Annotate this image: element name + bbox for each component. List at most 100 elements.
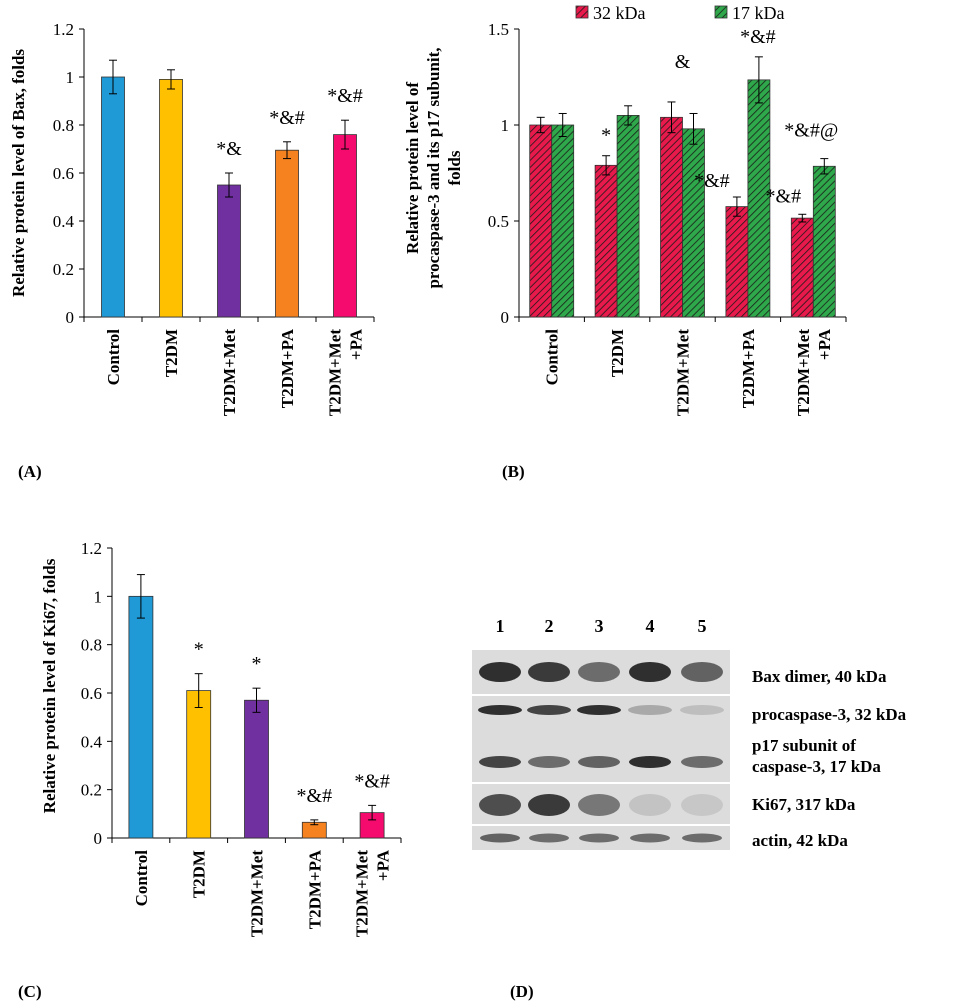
band-label: Ki67, 317 kDa — [752, 795, 856, 814]
y-tick-label: 0.6 — [81, 684, 102, 703]
x-tick-label: +PA — [374, 849, 393, 881]
significance-label: *&# — [766, 185, 802, 207]
bar-17-kDa — [551, 124, 575, 318]
legend-label: 17 kDa — [732, 3, 785, 23]
blot-band — [681, 756, 723, 768]
blot-band — [480, 833, 520, 843]
x-tick-label: Control — [543, 329, 562, 386]
y-tick-label: 0.5 — [488, 212, 509, 231]
x-tick-label: T2DM+Met — [674, 329, 693, 416]
y-axis-title: folds — [445, 150, 464, 185]
significance-label: * — [194, 639, 204, 661]
blot-band — [479, 794, 521, 816]
significance-label: *& — [216, 138, 242, 160]
y-tick-label: 0.8 — [53, 116, 74, 135]
y-axis-title: Relative protein level of Bax, folds — [9, 49, 28, 297]
bar — [128, 595, 154, 839]
blot-band — [681, 662, 723, 682]
blot-band — [629, 756, 671, 768]
blot-band — [682, 833, 722, 843]
legend-label: 32 kDa — [593, 3, 646, 23]
x-tick-label: T2DM+Met — [248, 850, 267, 937]
y-tick-label: 1.2 — [81, 539, 102, 558]
x-tick-label: +PA — [815, 328, 834, 360]
y-tick-label: 0.8 — [81, 636, 102, 655]
bar-17-kDa — [812, 165, 836, 318]
significance-label: *&#@ — [784, 120, 838, 142]
x-tick-label: Control — [132, 850, 151, 907]
bar-32-kDa — [725, 206, 749, 318]
y-tick-label: 1 — [94, 587, 103, 606]
blot-band — [578, 662, 620, 682]
y-axis-title: Relative protein level of — [403, 82, 422, 254]
y-tick-label: 0.6 — [53, 164, 74, 183]
legend-swatch — [714, 5, 728, 19]
legend-swatch — [575, 5, 589, 19]
y-tick-label: 0.4 — [81, 732, 103, 751]
panel-label-c: (C) — [18, 982, 42, 1001]
bar — [159, 79, 183, 318]
bar — [186, 690, 212, 839]
chart-bax: 0 0.2 0.4 0.6 0.8 1 1.2 Relative protein level … — [9, 20, 375, 416]
y-tick-label: 1 — [66, 68, 75, 87]
significance-label: *&# — [740, 26, 776, 48]
bar-32-kDa — [529, 124, 553, 318]
y-tick-label: 0.2 — [81, 781, 102, 800]
bar-32-kDa — [660, 116, 683, 318]
blot-band — [681, 794, 723, 816]
lane-number: 3 — [595, 616, 604, 636]
chart-ki67: 0 0.2 0.4 0.6 0.8 1 1.2 Relative protein level … — [40, 539, 402, 937]
y-tick-label: 0 — [94, 829, 103, 848]
blot-band — [577, 705, 621, 715]
y-tick-label: 1 — [501, 116, 510, 135]
blot-band — [579, 833, 619, 843]
chart-caspase3: 0 0.5 1 1.5 Relative protein level of procasp… — [403, 3, 847, 416]
bar — [217, 184, 241, 318]
blot-band — [578, 794, 620, 816]
lane-number: 2 — [545, 616, 554, 636]
x-tick-label: T2DM — [608, 329, 627, 377]
significance-label: *&# — [694, 170, 730, 192]
panel-label-d: (D) — [510, 982, 534, 1001]
blot-band — [529, 833, 569, 843]
blot-band — [478, 705, 522, 715]
blot-band — [629, 794, 671, 816]
western-blot: 1 2 3 4 5 Bax dimer, 40 kDa procaspase-3, 32 k… — [472, 616, 907, 850]
lane-number: 4 — [646, 616, 655, 636]
significance-label: * — [252, 653, 262, 675]
blot-band — [680, 705, 724, 715]
panel-label-b: (B) — [502, 462, 525, 481]
y-tick-label: 0.2 — [53, 260, 74, 279]
blot-band — [528, 756, 570, 768]
bar-32-kDa — [790, 217, 814, 318]
significance-label: *&# — [297, 785, 333, 807]
panel-label-a: (A) — [18, 462, 42, 481]
bar — [333, 134, 357, 318]
y-axis-title: Relative protein level of Ki67, folds — [40, 558, 59, 813]
significance-label: *&# — [327, 85, 363, 107]
y-tick-label: 0 — [501, 308, 510, 327]
x-tick-label: T2DM+Met — [220, 329, 239, 416]
blot-band — [528, 794, 570, 816]
blot-band — [628, 705, 672, 715]
y-axis-title: procaspase-3 and its p17 subunit, — [424, 47, 443, 288]
band-label: actin, 42 kDa — [752, 831, 848, 850]
bar — [101, 76, 125, 318]
x-tick-label: Control — [104, 329, 123, 386]
y-tick-label: 1.2 — [53, 20, 74, 39]
blot-band — [479, 756, 521, 768]
band-label: Bax dimer, 40 kDa — [752, 667, 887, 686]
band-label: p17 subunit of — [752, 736, 856, 755]
significance-label: *&# — [354, 770, 390, 792]
y-tick-label: 0.4 — [53, 212, 75, 231]
significance-label: & — [675, 51, 691, 73]
y-tick-label: 1.5 — [488, 20, 509, 39]
x-tick-label: T2DM — [190, 850, 209, 898]
x-tick-label: T2DM+PA — [305, 849, 324, 929]
band-label: caspase-3, 17 kDa — [752, 757, 881, 776]
x-tick-label: T2DM+Met — [326, 329, 345, 416]
band-label: procaspase-3, 32 kDa — [752, 705, 907, 724]
x-tick-label: T2DM — [162, 329, 181, 377]
x-tick-label: +PA — [347, 328, 366, 360]
blot-band — [479, 662, 521, 682]
